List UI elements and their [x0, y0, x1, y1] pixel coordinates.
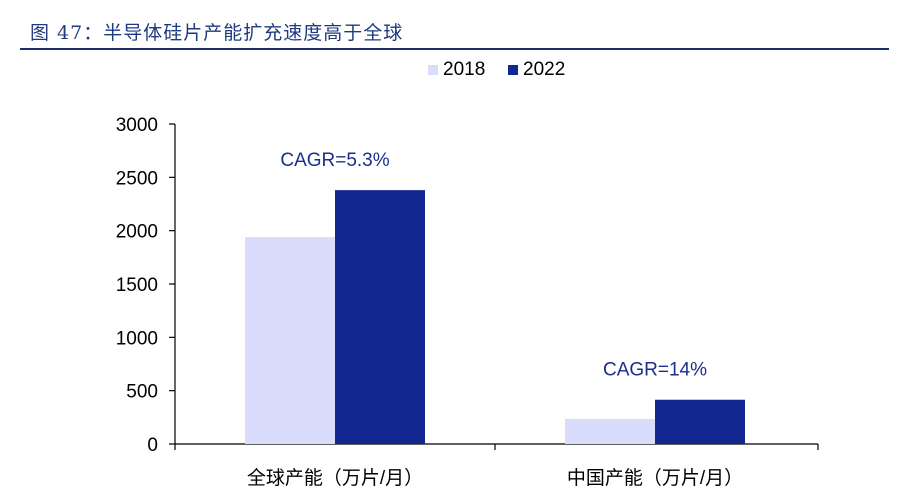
bar-2022 — [335, 190, 425, 444]
legend-label-2018: 2018 — [443, 59, 485, 80]
x-category-label: 中国产能（万片/月） — [567, 467, 743, 489]
cagr-annotation: CAGR=14% — [603, 360, 707, 381]
y-tick-label: 1000 — [116, 328, 158, 349]
y-tick-label: 0 — [147, 435, 158, 456]
y-tick-label: 2500 — [116, 168, 158, 189]
x-category-label: 全球产能（万片/月） — [247, 467, 423, 489]
legend-swatch-2018 — [428, 65, 438, 75]
y-tick-label: 500 — [126, 382, 158, 403]
legend-label-2022: 2022 — [523, 59, 565, 80]
y-tick-label: 2000 — [116, 222, 158, 243]
legend-swatch-2022 — [508, 65, 518, 75]
bar-2022 — [655, 399, 745, 444]
bar-2018 — [245, 237, 335, 444]
figure-title: 图 47：半导体硅片产能扩充速度高于全球 — [30, 22, 404, 44]
y-tick-label: 3000 — [116, 115, 158, 136]
bar-2018 — [565, 418, 655, 444]
cagr-annotation: CAGR=5.3% — [280, 150, 389, 171]
y-tick-label: 1500 — [116, 275, 158, 296]
figure-header: 图 47：半导体硅片产能扩充速度高于全球 — [20, 8, 889, 50]
